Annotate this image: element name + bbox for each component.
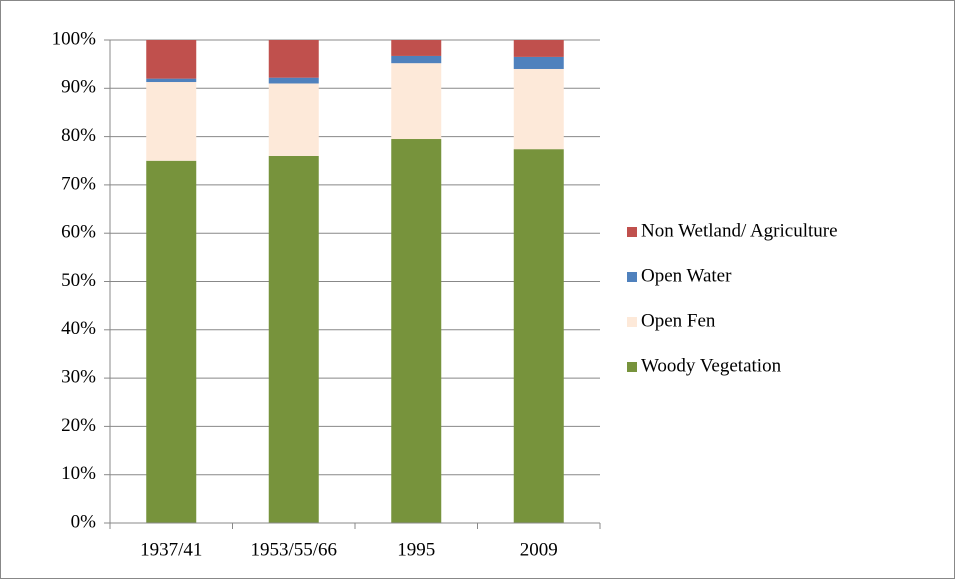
bar-segment bbox=[268, 155, 319, 524]
bar-segment bbox=[513, 40, 564, 57]
legend-swatch bbox=[627, 362, 637, 372]
y-tick-label: 20% bbox=[61, 415, 96, 436]
y-tick-label: 60% bbox=[61, 222, 96, 243]
y-tick-label: 80% bbox=[61, 125, 96, 146]
bar-segment bbox=[391, 63, 442, 140]
bar-segment bbox=[513, 149, 564, 523]
legend-label: Woody Vegetation bbox=[641, 355, 782, 376]
legend-label: Non Wetland/ Agriculture bbox=[641, 220, 838, 241]
bar-segment bbox=[268, 77, 319, 84]
legend-label: Open Water bbox=[641, 265, 732, 286]
y-tick-label: 10% bbox=[61, 463, 96, 484]
x-tick-label: 2009 bbox=[520, 539, 558, 560]
bar-segment bbox=[391, 139, 442, 523]
bar-segment bbox=[146, 82, 197, 161]
bar-segment bbox=[391, 40, 442, 56]
bar-segment bbox=[268, 83, 319, 156]
bar-segment bbox=[146, 78, 197, 83]
y-tick-label: 90% bbox=[61, 77, 96, 98]
x-tick-label: 1953/55/66 bbox=[250, 539, 337, 560]
bar-segment bbox=[146, 160, 197, 523]
y-tick-label: 50% bbox=[61, 270, 96, 291]
bar-segment bbox=[513, 68, 564, 150]
legend-swatch bbox=[627, 317, 637, 327]
bar-segment bbox=[146, 40, 197, 79]
legend-label: Open Fen bbox=[641, 310, 716, 331]
x-tick-label: 1937/41 bbox=[140, 539, 202, 560]
legend-swatch bbox=[627, 227, 637, 237]
y-tick-label: 70% bbox=[61, 173, 96, 194]
x-tick-label: 1995 bbox=[397, 539, 435, 560]
legend-swatch bbox=[627, 272, 637, 282]
bar-segment bbox=[513, 56, 564, 69]
y-tick-label: 100% bbox=[52, 28, 97, 49]
bar-segment bbox=[391, 55, 442, 64]
y-tick-label: 40% bbox=[61, 318, 96, 339]
bar-segment bbox=[268, 40, 319, 78]
y-tick-label: 30% bbox=[61, 366, 96, 387]
y-tick-label: 0% bbox=[71, 511, 97, 532]
